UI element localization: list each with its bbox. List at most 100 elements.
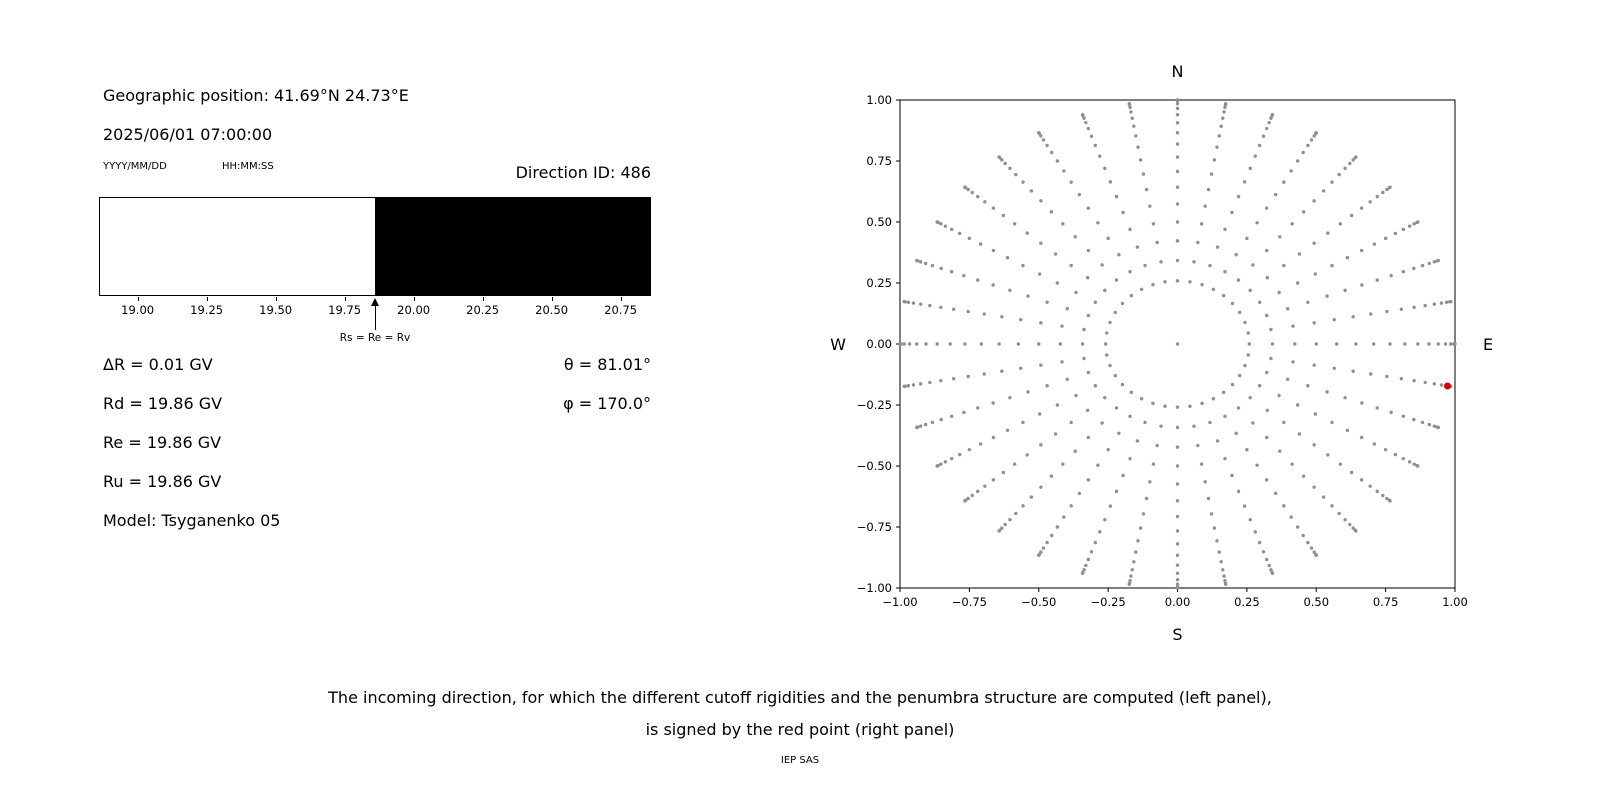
direction-point [1237,373,1242,378]
rd-value: Rd = 19.86 GV [103,394,223,413]
direction-point [1069,180,1073,184]
direction-point [1000,369,1004,373]
direction-point [1005,256,1010,260]
direction-point [1041,546,1046,550]
direction-point [1073,449,1077,453]
x-tick-mark [137,297,139,301]
direction-point [1120,301,1125,306]
direction-point [1427,422,1432,427]
direction-point [976,406,980,410]
direction-point [1360,283,1364,287]
direction-point [983,200,987,204]
direction-point [1000,158,1004,162]
direction-point [976,278,980,282]
direction-point [1332,366,1336,371]
direction-point [1039,134,1043,138]
direction-point [1388,499,1392,503]
direction-point [1255,221,1259,225]
direction-point [1215,145,1219,149]
direction-point [1416,464,1420,468]
direction-point [1389,410,1393,415]
direction-point [1381,190,1385,195]
direction-point [1080,342,1085,346]
direction-point [982,312,986,316]
direction-point [1246,353,1250,357]
direction-point [1175,577,1180,582]
direction-point [1055,525,1060,529]
x-tick-label: 20.00 [397,303,431,317]
direction-point [1128,227,1132,232]
direction-point [983,484,987,488]
direction-point [1045,384,1049,388]
direction-point [1449,299,1453,304]
direction-point [1278,235,1282,239]
direction-point [1343,395,1347,400]
direction-point [1236,489,1241,494]
direction-point [991,248,996,253]
direction-point [1163,280,1167,284]
direction-point [1295,525,1300,529]
x-tick-mark [275,297,277,301]
direction-point [1306,143,1310,148]
direction-point [1265,408,1270,412]
direction-point [1045,540,1049,545]
direction-point [1354,529,1358,533]
direction-point [1223,578,1227,583]
direction-point [915,258,919,263]
direction-point [1223,102,1228,106]
direction-point [1359,206,1364,210]
direction-point [1074,290,1078,295]
direction-point [1427,261,1432,266]
direction-point [1135,439,1140,443]
direction-point [1248,395,1252,400]
direction-point [918,302,923,306]
direction-point [1359,478,1364,482]
direction-point [1312,443,1316,447]
direction-point [1351,315,1355,319]
direction-point [1253,530,1257,534]
direction-point [1289,515,1293,519]
x-tick-label: −0.50 [1021,595,1056,609]
direction-point [1130,568,1134,572]
y-tick-label: 1.00 [866,93,892,107]
direction-point [1230,210,1234,215]
x-tick-label: 0.00 [1165,595,1191,609]
direction-point [1343,288,1347,293]
direction-point [1093,540,1098,545]
direction-point [1175,529,1180,533]
direction-point [1005,428,1010,432]
direction-point [1369,372,1373,376]
direction-point [1401,456,1406,461]
direction-point [1351,526,1355,530]
direction-point [962,273,966,278]
x-tick-mark [344,297,346,301]
direction-point [1192,424,1196,428]
direction-point [1325,390,1329,394]
direction-point [1026,390,1030,394]
direction-point [1130,116,1134,120]
direction-point [1039,443,1043,447]
direction-point [1291,324,1295,328]
direction-point [963,342,967,346]
direction-point [1016,342,1021,346]
direction-point [1412,417,1416,422]
x-tick-label: 0.50 [1303,595,1329,609]
direction-point [1401,227,1406,232]
direction-point [1247,342,1252,346]
direction-point [991,478,996,482]
direction-point [902,342,906,346]
penumbra-forbidden-region [375,197,651,296]
direction-point [1134,550,1138,554]
y-tick-label: 0.50 [866,215,892,229]
direction-point [1012,462,1017,466]
direction-point [1144,496,1149,501]
direction-point [1129,110,1133,114]
direction-point [1175,202,1180,206]
direction-point [997,342,1001,346]
direction-point [1243,363,1247,368]
direction-point [1012,222,1017,226]
direction-point [1257,540,1262,545]
direction-point [1138,526,1143,530]
direction-point [1114,406,1119,410]
direction-point [1385,496,1389,501]
